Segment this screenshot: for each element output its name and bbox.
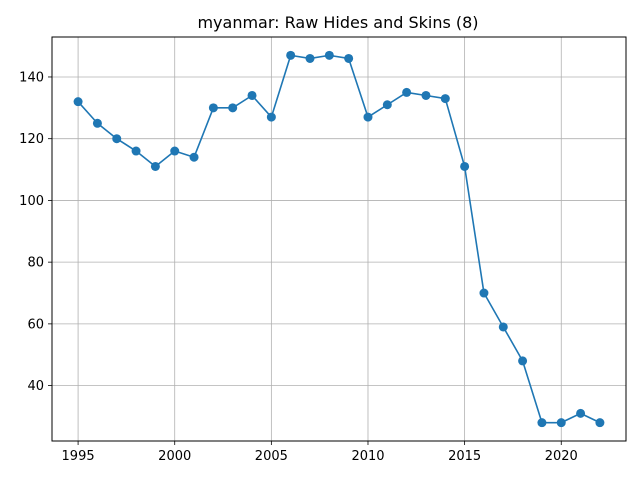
data-point: [150, 161, 160, 171]
axes: 1995 2000 2005 2010 2015 2020 40 60 80 100 120 140: [19, 70, 578, 464]
data-point: [73, 97, 83, 107]
data-point: [92, 118, 102, 128]
chart-title: myanmar: Raw Hides and Skins (8): [197, 13, 478, 32]
grid: [52, 37, 626, 441]
data-point: [518, 356, 528, 366]
data-point: [286, 50, 296, 60]
data-point: [344, 53, 354, 63]
plot-frame: [51, 36, 627, 442]
x-tick-label: 2000: [158, 449, 191, 464]
data-point: [402, 87, 412, 97]
data-point: [440, 94, 450, 104]
x-tick-label: 2015: [448, 449, 481, 464]
data-point: [189, 152, 199, 162]
series-line: [77, 54, 601, 424]
data-point: [479, 288, 489, 298]
data-point: [247, 90, 257, 100]
data-point: [556, 418, 566, 428]
data-point: [266, 112, 276, 122]
data-point: [595, 418, 605, 428]
x-tick-label: 2020: [545, 449, 578, 464]
y-tick-label: 40: [27, 379, 44, 394]
series-layer: [73, 50, 605, 428]
data-point: [460, 161, 470, 171]
y-tick-label: 80: [27, 256, 44, 271]
x-tick-label: 2010: [351, 449, 384, 464]
y-tick-label: 100: [19, 194, 44, 209]
data-point: [112, 134, 122, 144]
data-point: [382, 100, 392, 110]
data-point: [131, 146, 141, 156]
data-point: [228, 103, 238, 113]
data-point: [324, 50, 334, 60]
data-point: [576, 408, 586, 418]
data-point: [498, 322, 508, 332]
y-tick-label: 120: [19, 132, 44, 147]
x-tick-label: 2005: [255, 449, 288, 464]
data-point: [363, 112, 373, 122]
y-tick-label: 60: [27, 317, 44, 332]
data-point: [305, 53, 315, 63]
x-tick-label: 1995: [62, 449, 95, 464]
data-point: [421, 90, 431, 100]
data-point: [170, 146, 180, 156]
y-tick-label: 140: [19, 70, 44, 85]
data-point: [208, 103, 218, 113]
data-point: [537, 418, 547, 428]
